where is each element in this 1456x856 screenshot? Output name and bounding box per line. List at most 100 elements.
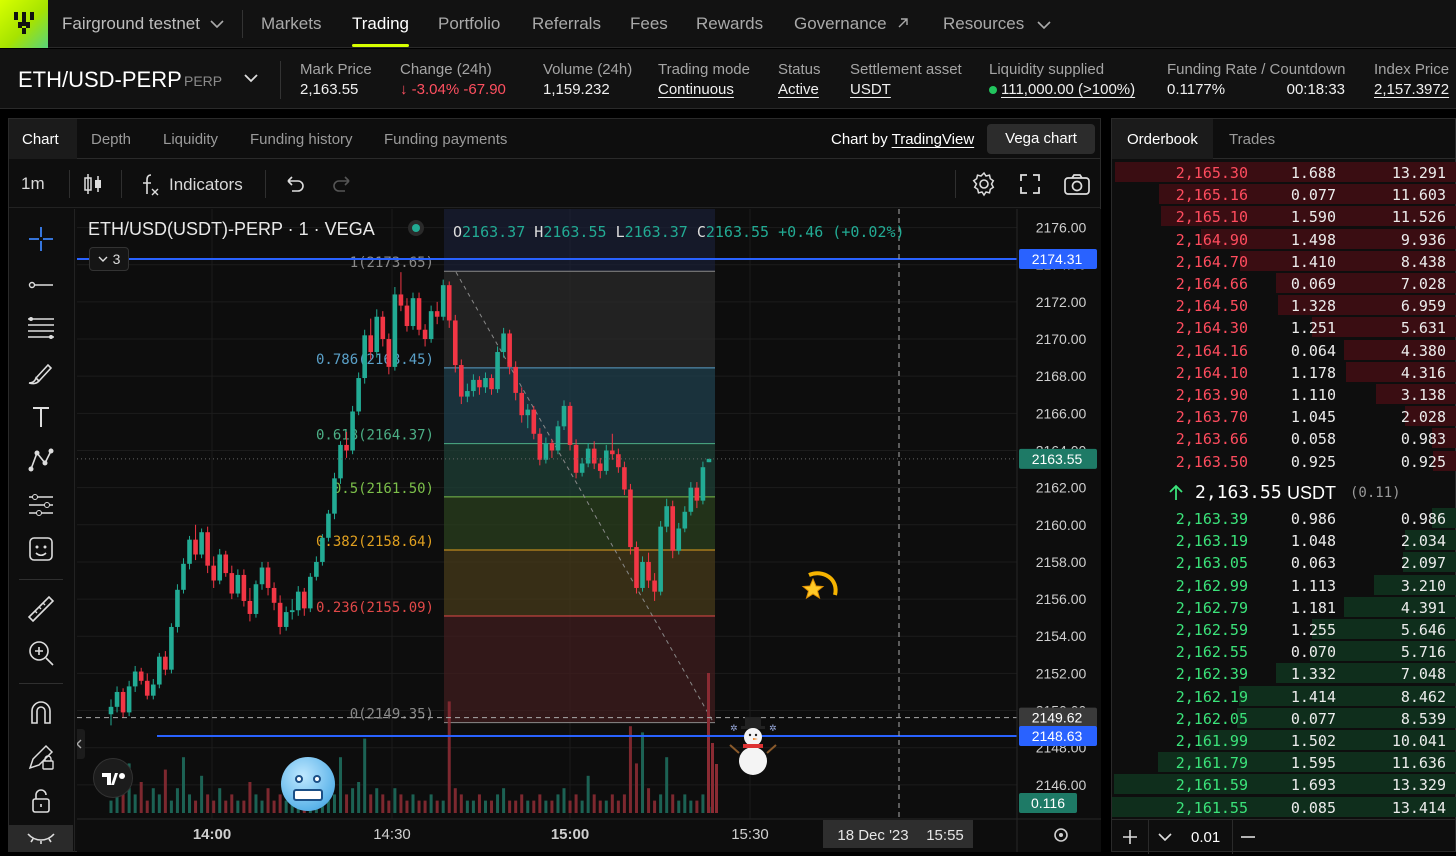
nav-resources[interactable]: Resources xyxy=(943,14,1051,34)
nav-governance[interactable]: Governance xyxy=(794,14,909,34)
vega-chart-button[interactable]: Vega chart xyxy=(987,124,1095,154)
stat-value[interactable]: Active xyxy=(778,81,819,98)
bid-row[interactable]: 2,162.79 1.181 4.391 xyxy=(1112,596,1456,618)
tradingview-badge[interactable] xyxy=(93,758,133,798)
trend-line-icon[interactable] xyxy=(25,269,57,301)
bid-row[interactable]: 2,162.39 1.332 7.048 xyxy=(1112,662,1456,684)
candlestick-chart[interactable]: 1(2173.65) 0.786(2168.45) 0.618(2164.37) 0.… xyxy=(77,209,1101,852)
ask-row[interactable]: 2,164.16 0.064 4.380 xyxy=(1112,339,1456,361)
market-name[interactable]: ETH/USD-PERP xyxy=(18,67,182,92)
chevron-down-icon[interactable] xyxy=(1158,833,1172,841)
indicators-collapse-button[interactable]: 3 xyxy=(89,247,129,271)
ask-row[interactable]: 2,165.16 0.077 11.603 xyxy=(1112,183,1456,205)
ask-row[interactable]: 2,165.10 1.590 11.526 xyxy=(1112,205,1456,227)
emoji-sticker-icon[interactable] xyxy=(25,533,57,565)
camera-snapshot-icon[interactable] xyxy=(1063,172,1091,196)
nav-trading[interactable]: Trading xyxy=(352,14,410,33)
ask-row[interactable]: 2,165.30 1.688 13.291 xyxy=(1112,161,1456,183)
bid-row[interactable]: 2,161.55 0.085 13.414 xyxy=(1112,796,1456,818)
zoom-in-icon[interactable] xyxy=(25,637,57,669)
nav-referrals[interactable]: Referrals xyxy=(532,14,601,33)
ask-row[interactable]: 2,163.66 0.058 0.983 xyxy=(1112,427,1456,449)
ask-row[interactable]: 2,164.10 1.178 4.316 xyxy=(1112,361,1456,383)
undo-icon[interactable] xyxy=(284,174,306,194)
price-resolution-value[interactable]: 0.01 xyxy=(1191,829,1221,846)
bid-row[interactable]: 2,162.19 1.414 8.462 xyxy=(1112,685,1456,707)
bid-row[interactable]: 2,163.39 0.986 0.986 xyxy=(1112,507,1456,529)
bid-row[interactable]: 2,163.05 0.063 2.097 xyxy=(1112,551,1456,573)
nav-portfolio[interactable]: Portfolio xyxy=(438,14,501,33)
bid-row[interactable]: 2,162.05 0.077 8.539 xyxy=(1112,707,1456,729)
stat-value-wrap[interactable]: 111,000.00 (>100%) xyxy=(989,81,1135,98)
ask-row[interactable]: 2,164.90 1.498 9.936 xyxy=(1112,228,1456,250)
tab-depth[interactable]: Depth xyxy=(91,131,132,148)
ask-row[interactable]: 2,163.50 0.925 0.925 xyxy=(1112,450,1456,472)
price-chart-area[interactable]: 1(2173.65) 0.786(2168.45) 0.618(2164.37) 0.… xyxy=(77,209,1101,852)
bid-row[interactable]: 2,163.19 1.048 2.034 xyxy=(1112,529,1456,551)
plus-icon[interactable] xyxy=(1122,829,1138,845)
bid-row[interactable]: 2,161.59 1.693 13.329 xyxy=(1112,773,1456,795)
fullscreen-icon[interactable] xyxy=(1019,173,1041,195)
snowman-sticker[interactable]: ✲ ✲ xyxy=(727,717,779,777)
candle-down xyxy=(193,539,198,555)
visibility-toggle-button[interactable] xyxy=(9,825,73,851)
bid-size: 1.693 xyxy=(1290,776,1336,795)
tab-funding-payments[interactable]: Funding payments xyxy=(384,131,508,148)
text-tool-icon[interactable] xyxy=(25,401,57,433)
fib-band xyxy=(444,615,715,723)
settings-gear-icon[interactable] xyxy=(971,171,997,197)
minus-icon[interactable] xyxy=(1240,835,1256,839)
tab-liquidity[interactable]: Liquidity xyxy=(163,131,219,148)
pattern-icon[interactable] xyxy=(25,445,57,477)
tab-funding-history[interactable]: Funding history xyxy=(250,131,353,148)
stat-value[interactable]: USDT xyxy=(850,81,891,98)
candle-type-icon[interactable] xyxy=(83,172,103,196)
tradingview-link[interactable]: TradingView xyxy=(891,131,975,148)
stat-trading-mode: Trading mode Continuous xyxy=(658,61,750,98)
depth-bar xyxy=(1312,619,1456,639)
prediction-tool-icon[interactable] xyxy=(25,489,57,521)
stat-value[interactable]: 2,157.3972 xyxy=(1374,81,1450,98)
ask-row[interactable]: 2,164.66 0.069 7.028 xyxy=(1112,272,1456,294)
depth-bar xyxy=(1312,317,1456,338)
fib-retracement-icon[interactable] xyxy=(25,313,57,345)
brush-icon[interactable] xyxy=(25,357,57,389)
magnet-icon[interactable] xyxy=(25,697,57,729)
tab-orderbook[interactable]: Orderbook xyxy=(1127,131,1198,148)
bid-row[interactable]: 2,162.99 1.113 3.210 xyxy=(1112,574,1456,596)
redo-icon[interactable] xyxy=(331,174,353,194)
collapse-toolbar-button[interactable] xyxy=(77,729,85,759)
ask-size: 1.178 xyxy=(1290,363,1336,382)
nav-rewards[interactable]: Rewards xyxy=(696,14,764,33)
stat-value[interactable]: Continuous xyxy=(658,81,734,98)
network-switcher[interactable]: Fairground testnet xyxy=(62,14,224,34)
ask-total: 9.936 xyxy=(1400,230,1446,249)
ask-row[interactable]: 2,164.70 1.410 8.438 xyxy=(1112,250,1456,272)
crosshair-icon[interactable] xyxy=(25,223,57,255)
nav-markets[interactable]: Markets xyxy=(261,14,322,33)
bid-row[interactable]: 2,162.59 1.255 5.646 xyxy=(1112,618,1456,640)
ask-row[interactable]: 2,164.50 1.328 6.959 xyxy=(1112,294,1456,316)
ruler-icon[interactable] xyxy=(25,593,57,625)
lock-drawing-icon[interactable] xyxy=(25,741,57,773)
market-selector-chevron-icon[interactable] xyxy=(244,73,258,83)
ask-row[interactable]: 2,164.30 1.251 5.631 xyxy=(1112,316,1456,338)
freezing-face-sticker[interactable] xyxy=(281,757,335,811)
volume-bar xyxy=(447,701,451,813)
bid-row[interactable]: 2,162.55 0.070 5.716 xyxy=(1112,640,1456,662)
tab-trades[interactable]: Trades xyxy=(1229,131,1276,148)
eye-icon xyxy=(27,833,55,844)
nav-fees[interactable]: Fees xyxy=(630,14,668,33)
lock-icon[interactable] xyxy=(25,785,57,817)
tab-chart[interactable]: Chart xyxy=(22,131,59,148)
indicators-button[interactable]: Indicators xyxy=(139,172,243,198)
vega-logo[interactable] xyxy=(0,0,48,48)
funding-countdown-value: 00:18:33 xyxy=(1286,81,1345,98)
shooting-star-sticker[interactable] xyxy=(795,565,843,613)
ask-row[interactable]: 2,163.70 1.045 2.028 xyxy=(1112,405,1456,427)
bid-row[interactable]: 2,161.79 1.595 11.636 xyxy=(1112,751,1456,773)
ask-row[interactable]: 2,163.90 1.110 3.138 xyxy=(1112,383,1456,405)
bid-row[interactable]: 2,161.99 1.502 10.041 xyxy=(1112,729,1456,751)
data-source-indicator[interactable] xyxy=(408,220,424,236)
interval-selector[interactable]: 1m xyxy=(21,174,45,193)
